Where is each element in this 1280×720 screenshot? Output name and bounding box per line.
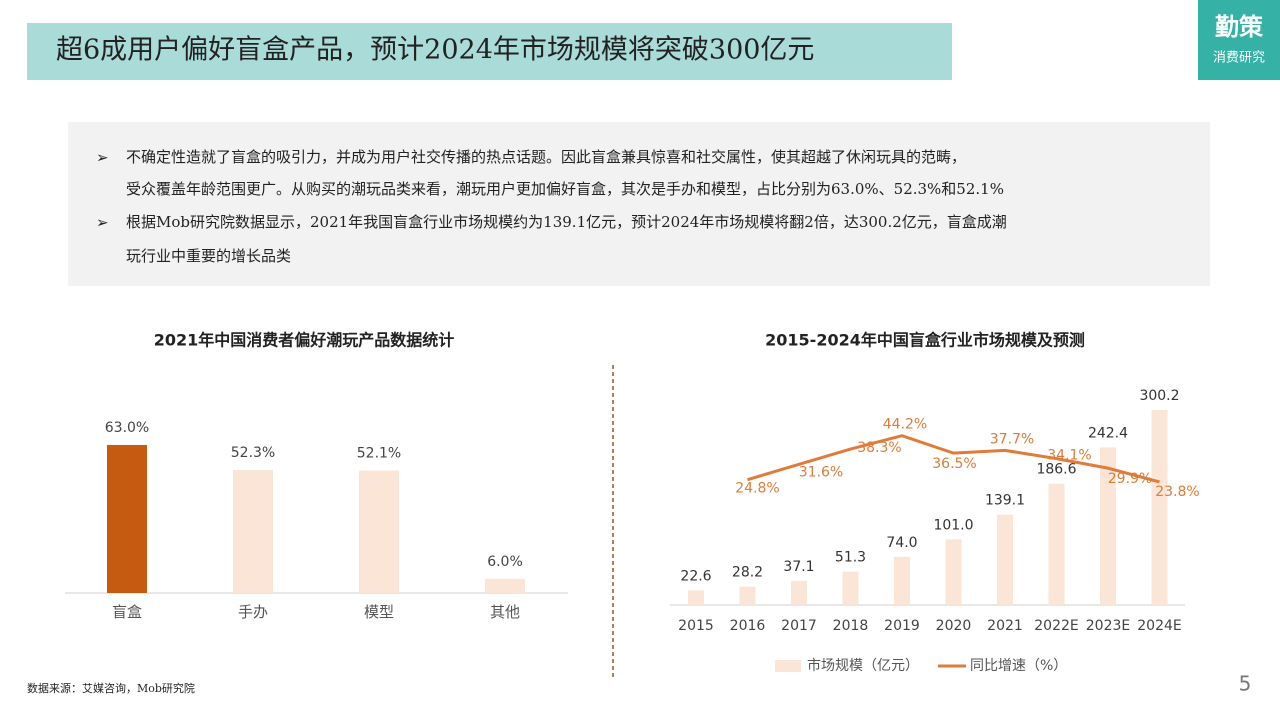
bar <box>1100 447 1116 605</box>
bar <box>1048 483 1065 605</box>
x-tick-label: 2021 <box>987 618 1023 634</box>
data-label: 22.6 <box>680 568 711 584</box>
x-tick-label: 其他 <box>490 603 520 621</box>
data-label: 44.2% <box>883 417 927 433</box>
x-tick-label: 模型 <box>364 603 394 621</box>
page-number: 5 <box>1239 672 1252 696</box>
summary-box <box>68 122 1210 286</box>
data-label: 186.6 <box>1036 462 1076 478</box>
data-label: 31.6% <box>799 464 843 480</box>
bar <box>791 580 807 605</box>
bullet-text: 玩行业中重要的增长品类 <box>126 247 291 265</box>
data-label: 139.1 <box>985 493 1025 509</box>
bar <box>485 578 525 593</box>
bar <box>945 539 962 605</box>
bar <box>233 470 273 593</box>
bar <box>359 470 399 593</box>
bar <box>1151 409 1168 605</box>
bullet-marker: ➢ <box>96 149 109 167</box>
x-tick-label: 2015 <box>678 618 714 634</box>
bar <box>107 444 147 593</box>
data-label: 242.4 <box>1088 425 1128 441</box>
logo-sub: 消费研究 <box>1213 51 1265 66</box>
data-label: 37.1 <box>783 559 814 575</box>
bullet-text: 不确定性造就了盲盒的吸引力，并成为用户社交传播的热点话题。因此盲盒兼具惊喜和社交… <box>126 148 966 166</box>
logo-name: 勤策 <box>1215 13 1264 41</box>
data-label: 51.3 <box>835 550 866 566</box>
chart-title: 2015-2024年中国盲盒行业市场规模及预测 <box>765 331 1085 350</box>
legend-swatch <box>775 660 801 672</box>
logo-box <box>1198 0 1280 80</box>
x-tick-label: 2019 <box>884 618 920 634</box>
x-tick-label: 2017 <box>781 618 817 634</box>
data-label: 24.8% <box>735 481 779 497</box>
growth-line <box>747 434 1160 484</box>
data-label: 6.0% <box>487 554 523 570</box>
data-label: 38.3% <box>857 440 901 456</box>
x-tick-label: 2023E <box>1086 618 1130 634</box>
bar <box>739 586 756 605</box>
legend-label: 市场规模（亿元） <box>807 657 919 674</box>
x-tick-label: 盲盒 <box>112 603 142 621</box>
data-label: 101.0 <box>933 517 973 533</box>
x-tick-label: 2024E <box>1137 618 1181 634</box>
data-label: 63.0% <box>105 420 149 436</box>
bar <box>894 556 910 605</box>
data-label: 36.5% <box>932 456 976 472</box>
x-tick-label: 2020 <box>936 618 972 634</box>
legend-label: 同比增速（%） <box>970 658 1067 674</box>
data-label: 74.0 <box>886 535 917 551</box>
title-band <box>27 23 952 80</box>
bar <box>997 514 1013 605</box>
data-label: 52.1% <box>357 446 401 462</box>
data-label: 300.2 <box>1139 388 1179 404</box>
x-tick-label: 2022E <box>1034 618 1078 634</box>
x-tick-label: 2016 <box>730 618 766 634</box>
bullet-marker: ➢ <box>96 214 109 232</box>
x-tick-label: 2018 <box>833 618 869 634</box>
data-label: 23.8% <box>1155 484 1199 500</box>
bullet-text: 受众覆盖年龄范围更广。从购买的潮玩品类来看，潮玩用户更加偏好盲盒，其次是手办和模… <box>126 180 1004 198</box>
data-label: 34.1% <box>1047 448 1091 464</box>
data-label: 37.7% <box>990 431 1034 447</box>
x-tick-label: 手办 <box>238 603 268 621</box>
bullet-text: 根据Mob研究院数据显示，2021年我国盲盒行业市场规模约为139.1亿元，预计… <box>126 213 1007 231</box>
source: 数据来源：艾媒咨询，Mob研究院 <box>27 681 195 695</box>
chart-title: 2021年中国消费者偏好潮玩产品数据统计 <box>154 331 455 350</box>
data-label: 52.3% <box>231 445 275 461</box>
data-label: 28.2 <box>732 565 763 581</box>
bar <box>688 590 704 605</box>
data-label: 29.9% <box>1108 471 1152 487</box>
bar <box>842 571 859 605</box>
slide-title: 超6成用户偏好盲盒产品，预计2024年市场规模将突破300亿元 <box>56 35 814 66</box>
